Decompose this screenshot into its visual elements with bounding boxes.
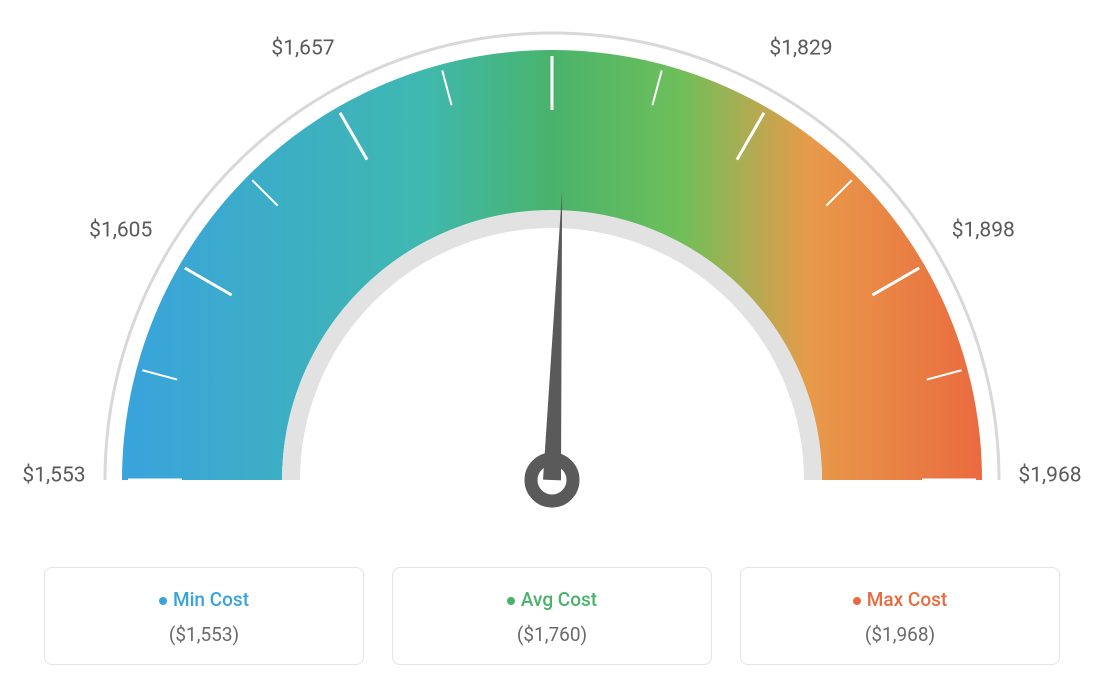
legend-row: Min Cost ($1,553) Avg Cost ($1,760) Max … xyxy=(0,567,1104,665)
gauge-tick-label: $1,968 xyxy=(1018,464,1081,488)
legend-card-max: Max Cost ($1,968) xyxy=(740,567,1060,665)
legend-value-avg: ($1,760) xyxy=(393,623,711,646)
dot-icon xyxy=(159,597,167,605)
gauge-tick-label: $1,898 xyxy=(952,219,1015,243)
legend-label: Min Cost xyxy=(173,588,249,611)
gauge-tick-label: $1,605 xyxy=(89,219,152,243)
legend-value-max: ($1,968) xyxy=(741,623,1059,646)
dot-icon xyxy=(507,597,515,605)
gauge-svg: $1,553$1,605$1,657$1,760$1,829$1,898$1,9… xyxy=(0,10,1104,550)
legend-label: Avg Cost xyxy=(521,588,597,611)
dot-icon xyxy=(853,597,861,605)
gauge-container: $1,553$1,605$1,657$1,760$1,829$1,898$1,9… xyxy=(0,0,1104,540)
gauge-tick-label: $1,657 xyxy=(271,36,334,60)
legend-card-min: Min Cost ($1,553) xyxy=(44,567,364,665)
legend-title-avg: Avg Cost xyxy=(393,588,711,611)
legend-card-avg: Avg Cost ($1,760) xyxy=(392,567,712,665)
legend-value-min: ($1,553) xyxy=(45,623,363,646)
legend-title-min: Min Cost xyxy=(45,588,363,611)
legend-title-max: Max Cost xyxy=(741,588,1059,611)
legend-label: Max Cost xyxy=(867,588,947,611)
gauge-tick-label: $1,553 xyxy=(22,464,85,488)
gauge-tick-label: $1,829 xyxy=(769,36,832,60)
